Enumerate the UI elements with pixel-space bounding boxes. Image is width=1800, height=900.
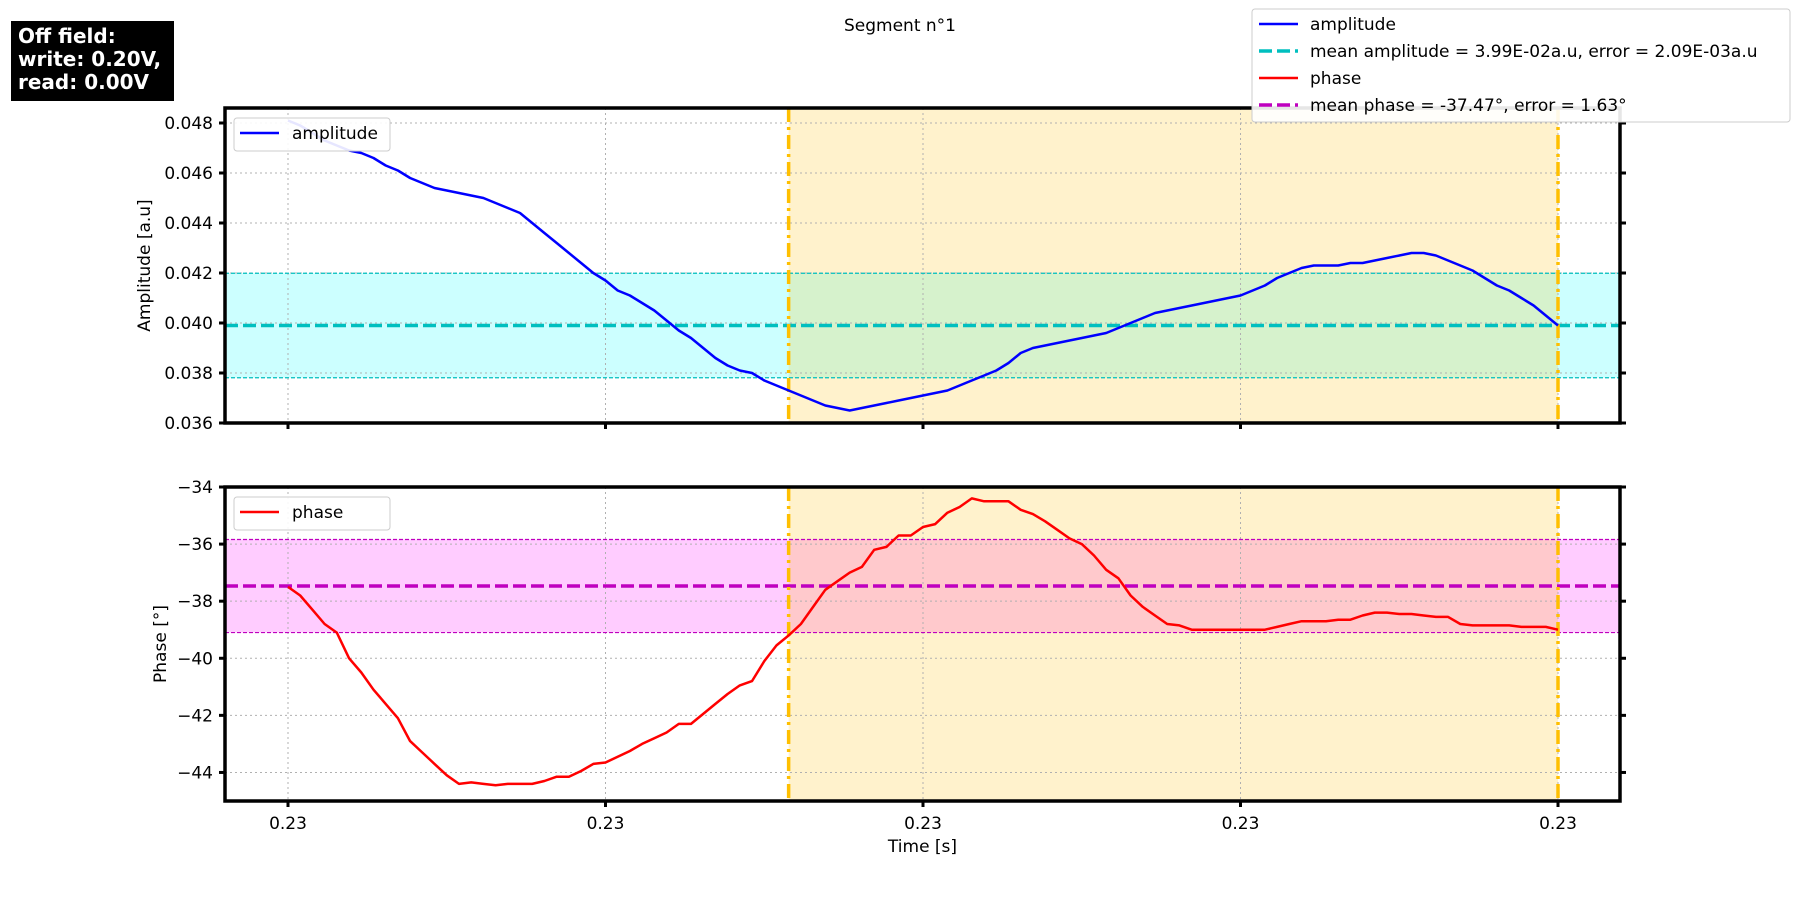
panel-legend: phase — [233, 496, 391, 531]
x-tick-label: 0.23 — [269, 814, 307, 834]
segment-shade — [788, 108, 1558, 423]
y-tick-label: −36 — [177, 535, 213, 555]
info-box-background — [11, 21, 174, 101]
info-box: Off field: write: 0.20V, read: 0.00V — [11, 21, 174, 101]
panel-legend-label: amplitude — [292, 124, 378, 144]
segment-shade — [788, 487, 1558, 801]
y-tick-label: 0.042 — [164, 264, 213, 284]
main-legend: amplitude mean amplitude = 3.99E-02a.u, … — [1251, 8, 1791, 123]
y-tick-label: 0.048 — [164, 114, 213, 134]
y-tick-label: 0.038 — [164, 364, 213, 384]
y-tick-label: −42 — [177, 706, 213, 726]
y-tick-label: −34 — [177, 478, 213, 498]
x-tick-label: 0.23 — [1539, 814, 1577, 834]
panel-legend-frame — [233, 496, 391, 531]
panel-legend-frame — [233, 117, 391, 152]
legend-label-phase: phase — [1310, 69, 1361, 89]
y-tick-label: −44 — [177, 763, 213, 783]
y-tick-label: −40 — [177, 649, 213, 669]
panel-legend: amplitude — [233, 117, 391, 152]
series-line-phase — [287, 497, 1559, 787]
x-tick-label: 0.23 — [587, 814, 625, 834]
legend-label-mean-phase: mean phase = -37.47°, error = 1.63° — [1310, 96, 1627, 116]
main-legend-frame — [1251, 8, 1791, 123]
legend-label-amplitude: amplitude — [1310, 15, 1396, 35]
info-box-line-2: write: 0.20V, — [18, 47, 161, 71]
y-tick-label: 0.044 — [164, 214, 213, 234]
amplitude-panel: 0.036 0.038 0.040 0.042 0.044 0.046 0.048 Ampli… — [135, 106, 1626, 434]
info-box-line-1: Off field: — [18, 24, 116, 48]
x-tick-label: 0.23 — [904, 814, 942, 834]
series-line-amplitude — [287, 119, 1559, 412]
figure-title: Segment n°1 — [844, 16, 956, 36]
y-tick-label: 0.036 — [164, 414, 213, 434]
y-tick-label: −38 — [177, 592, 213, 612]
legend-label-mean-amplitude: mean amplitude = 3.99E-02a.u, error = 2.… — [1310, 42, 1758, 62]
y-axis-label: Phase [°] — [151, 605, 171, 683]
x-tick-label: 0.23 — [1222, 814, 1260, 834]
x-axis-label: Time [s] — [887, 837, 957, 857]
y-tick-label: 0.046 — [164, 164, 213, 184]
y-tick-label: 0.040 — [164, 314, 213, 334]
info-box-line-3: read: 0.00V — [18, 70, 150, 94]
phase-panel: −44 −42 −40 −38 −36 −34 0.23 0.23 0.23 0.23 0.23 Ph… — [151, 478, 1626, 857]
panel-legend-label: phase — [292, 503, 343, 523]
y-axis-label: Amplitude [a.u] — [135, 199, 155, 331]
